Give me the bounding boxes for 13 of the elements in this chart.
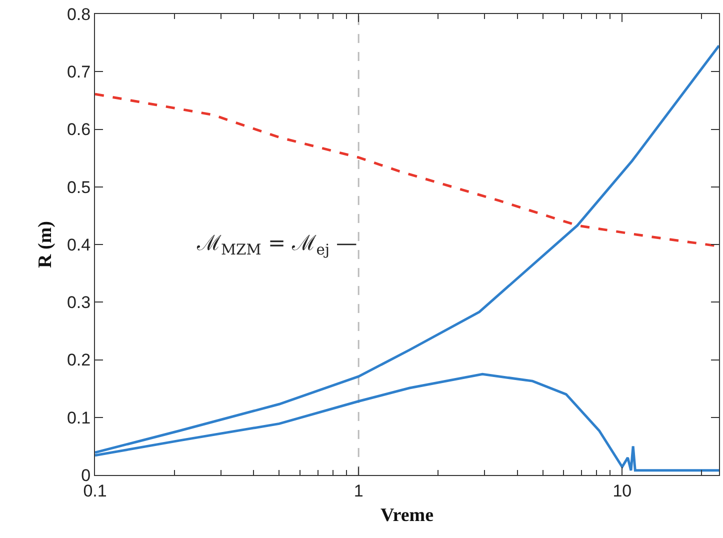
y-tick-label: 0.1 <box>66 408 91 428</box>
x-axis-title: Vreme <box>380 505 434 526</box>
y-tick-label: 0.5 <box>66 178 91 197</box>
y-tick-label: 0.2 <box>66 350 91 370</box>
y-axis-title: R (m) <box>34 221 56 268</box>
ref-line-label: ℳ$_{MZM}$ = ℳ$_{ej}$ — <box>196 231 358 258</box>
y-tick-label: 0.6 <box>66 120 91 140</box>
x-tick-label: 1 <box>354 481 364 500</box>
y-tick-label: 0.3 <box>66 293 91 312</box>
y-tick-label: 0.7 <box>66 62 91 82</box>
x-tick-label: 10 <box>612 481 632 500</box>
y-tick-label: 0.4 <box>66 235 91 254</box>
y-tick-label: 0.8 <box>66 4 91 24</box>
